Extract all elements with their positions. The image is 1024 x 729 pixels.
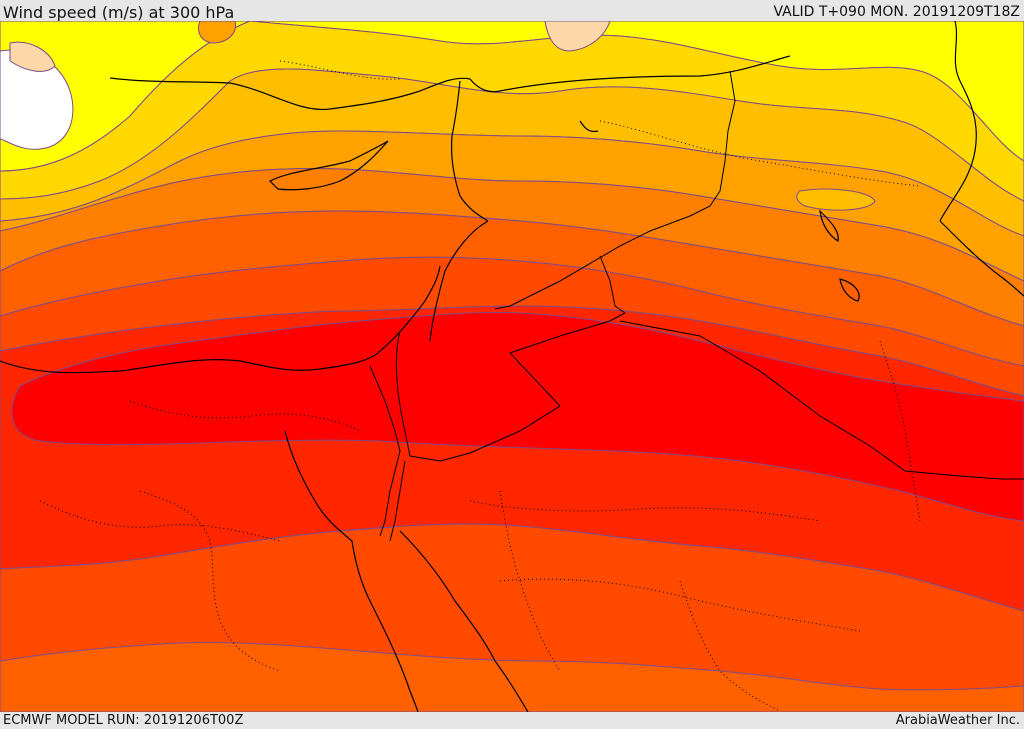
light-patch-top-left xyxy=(9,41,56,72)
model-run-label: ECMWF MODEL RUN: 20191206T00Z xyxy=(3,713,244,728)
band-orange-red-bottom xyxy=(0,642,1024,712)
orange-cell-top xyxy=(198,21,237,44)
orange-cell-right xyxy=(796,188,876,211)
band-jet-core xyxy=(11,312,1024,522)
header-bar: Wind speed (m/s) at 300 hPa VALID T+090 … xyxy=(0,0,1024,22)
light-patch-top-center xyxy=(544,21,611,52)
coastlines xyxy=(0,21,1024,712)
valid-time: VALID T+090 MON. 20191209T18Z xyxy=(773,4,1020,20)
province-lines xyxy=(39,60,921,712)
credit-label: ArabiaWeather Inc. xyxy=(895,713,1020,728)
country-borders xyxy=(369,70,1024,542)
wind-speed-map[interactable] xyxy=(0,21,1024,712)
footer-bar: ECMWF MODEL RUN: 20191206T00Z ArabiaWeat… xyxy=(0,712,1024,729)
map-title: Wind speed (m/s) at 300 hPa xyxy=(3,3,235,22)
